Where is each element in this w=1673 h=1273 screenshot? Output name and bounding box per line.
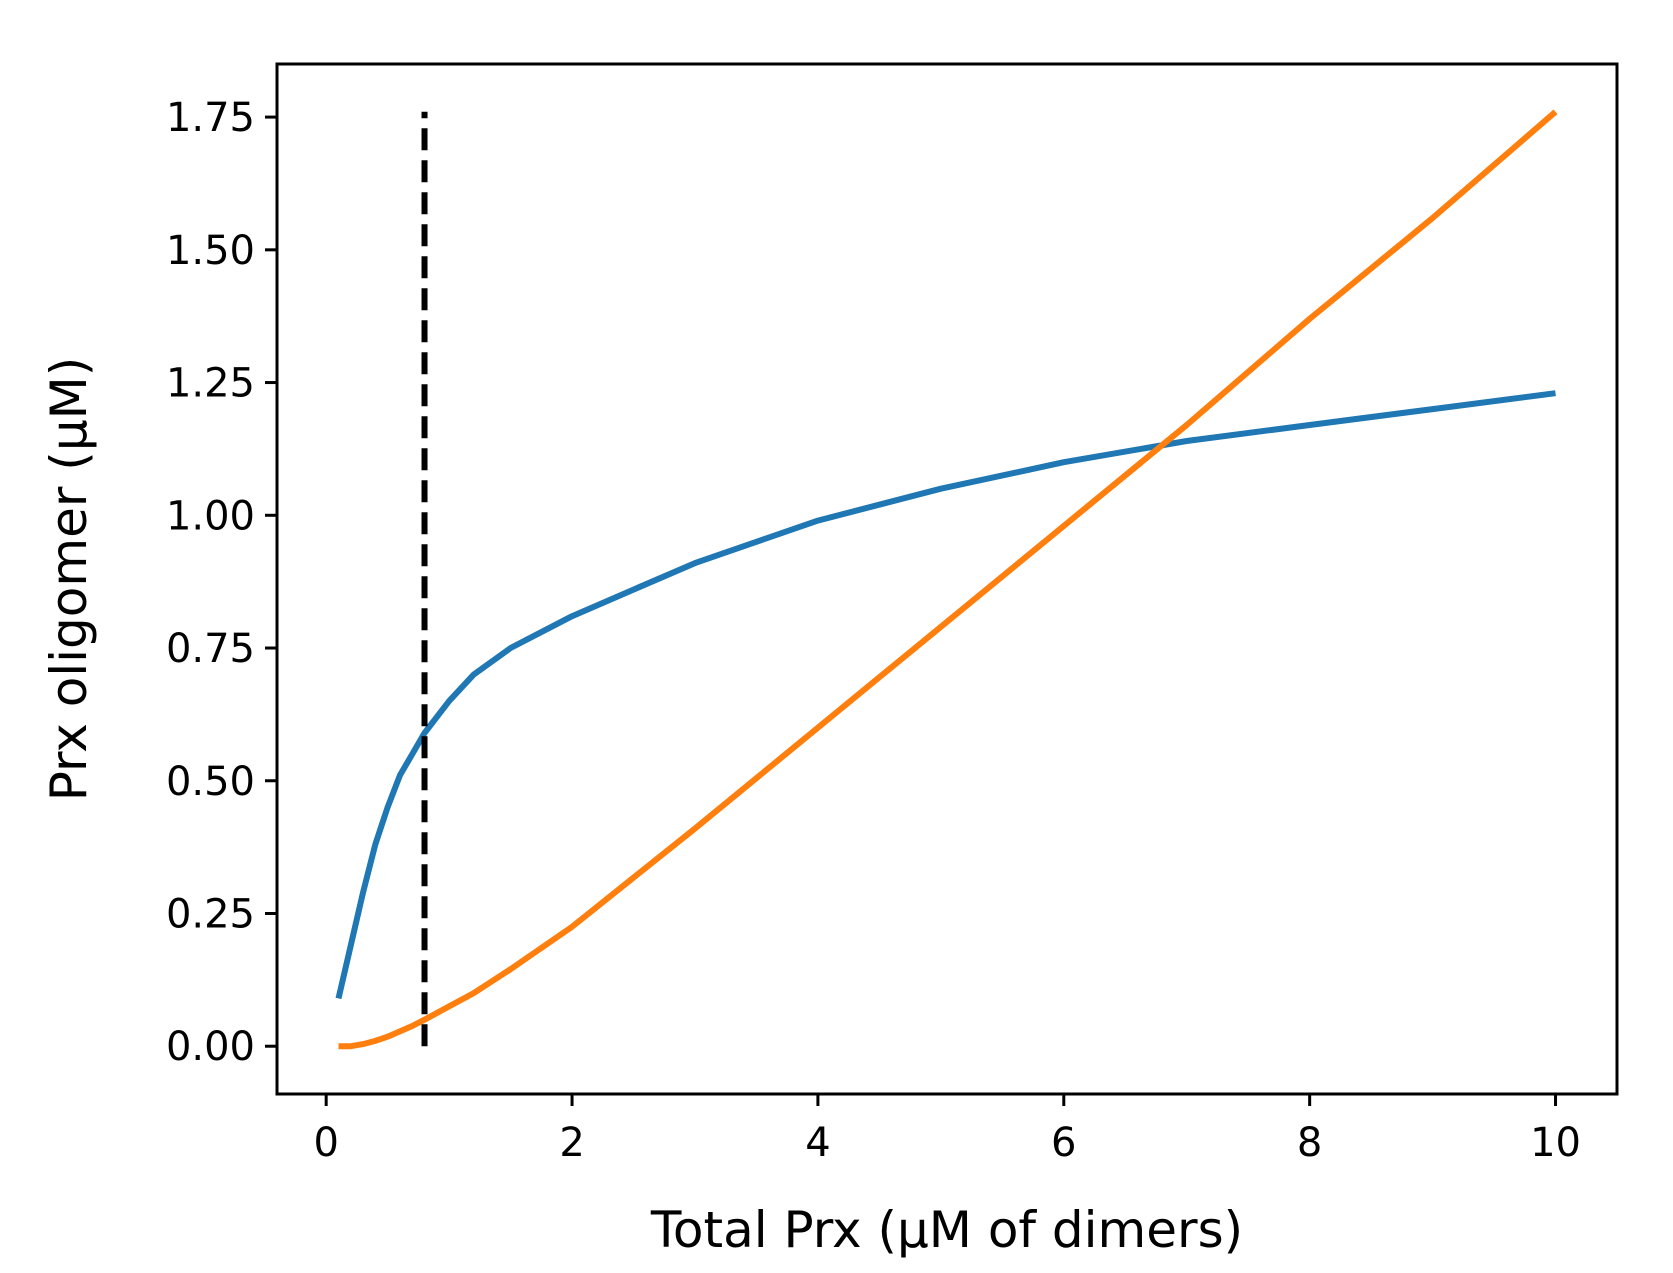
y-tick-label: 0.50 [166, 759, 255, 805]
x-tick-label: 4 [805, 1120, 830, 1166]
x-tick-label: 8 [1297, 1120, 1322, 1166]
series-line-2 [338, 109, 1558, 1050]
y-tick-label: 0.75 [166, 626, 255, 672]
x-axis-label: Total Prx (µM of dimers) [650, 1201, 1243, 1259]
x-tick-label: 10 [1530, 1120, 1581, 1166]
plot-area [335, 109, 1558, 1050]
plot-frame [275, 62, 1619, 1096]
y-tick-label: 0.25 [166, 891, 255, 937]
y-tick-label: 1.75 [166, 95, 255, 141]
y-axis-label: Prx oligomer (µM) [40, 357, 98, 802]
y-tick-label: 1.50 [166, 228, 255, 274]
series-line-1 [335, 390, 1556, 1000]
y-tick-label: 1.25 [166, 361, 255, 407]
y-tick-label: 1.00 [166, 493, 255, 539]
x-tick-label: 0 [313, 1120, 338, 1166]
x-axis: 0 2 4 6 8 10 [313, 1094, 1581, 1166]
x-tick-label: 2 [559, 1120, 584, 1166]
x-tick-label: 6 [1051, 1120, 1076, 1166]
y-tick-label: 0.00 [166, 1024, 255, 1070]
y-axis: 0.00 0.25 0.50 0.75 1.00 1.25 1.50 1.75 [166, 95, 277, 1070]
